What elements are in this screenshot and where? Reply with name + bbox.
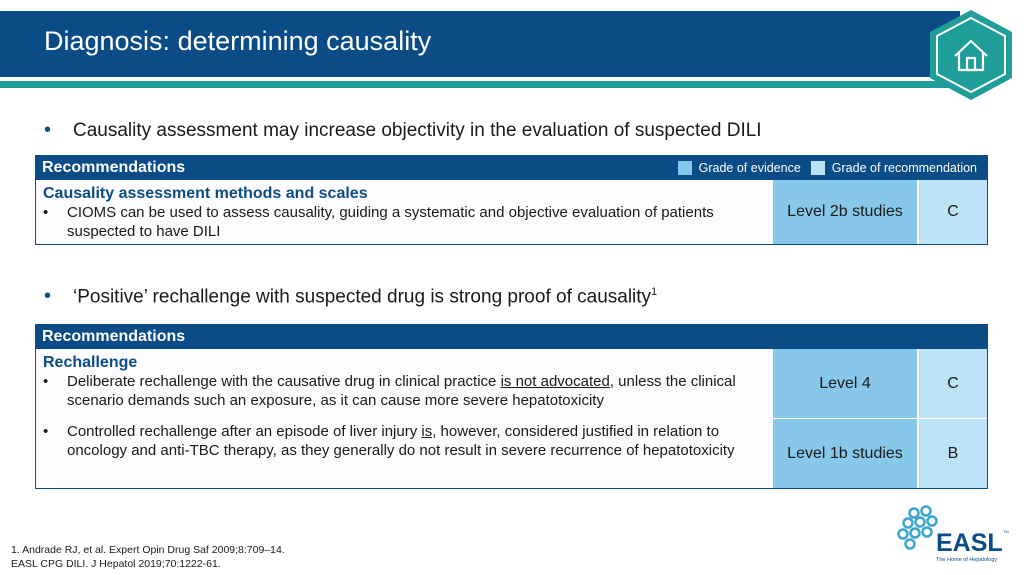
text-segment: Deliberate rechallenge with the causativ… [67,373,501,390]
table-header-title: Recommendations [42,328,186,345]
recommendation-table-1: Recommendations Grade of evidence Grade … [35,155,988,245]
grade-of-recommendation-cell: C [917,180,987,244]
legend-label-recommendation: Grade of recommendation [831,161,977,175]
logo-hexagon-cluster [897,505,938,550]
bullet-text: Causality assessment may increase object… [73,120,762,141]
table-header: Recommendations [36,325,987,349]
bullet-symbol: • [44,119,52,141]
text-segment: Controlled rechallenge after an episode … [67,423,422,440]
underlined-text: is not advocated [500,373,610,390]
text-segment: , however, considered justified in relat… [67,423,735,459]
bullet-symbol: • [43,204,49,221]
recommendation-text: Rechallenge • Deliberate rechallenge wit… [36,349,772,488]
legend-label-evidence: Grade of evidence [698,161,801,175]
recommendation-item-text: Deliberate rechallenge with the causativ… [67,372,764,422]
bullet-text: ‘Positive’ rechallenge with suspected dr… [73,286,657,308]
bullet-symbol: • [43,373,49,390]
footnote-reference: 1 [651,285,658,298]
recommendation-text: Causality assessment methods and scales … [36,180,772,244]
recommendation-subheading: Causality assessment methods and scales [43,185,368,202]
recommendation-table-2: Recommendations Rechallenge • Deliberate… [35,324,988,489]
slide-title: Diagnosis: determining causality [44,26,432,56]
grade-of-recommendation-cell: B [917,419,987,488]
recommendation-item-text: CIOMS can be used to assess causality, g… [67,204,714,240]
footnotes: 1. Andrade RJ, et al. Expert Opin Drug S… [11,543,285,571]
grade-row: Level 2b studies C [772,180,987,244]
home-button[interactable] [928,8,1014,102]
grade-cells: Level 4 C Level 1b studies B [772,349,987,488]
recommendation-item: • CIOMS can be used to assess causality,… [43,203,764,241]
legend-swatch-evidence [677,161,692,175]
legend: Grade of evidence Grade of recommendatio… [668,161,977,175]
grade-row: Level 4 C [772,349,987,418]
bullet-text-main: ‘Positive’ rechallenge with suspected dr… [73,286,652,307]
table-header-title: Recommendations [42,159,186,176]
footnote-1: 1. Andrade RJ, et al. Expert Opin Drug S… [11,544,285,556]
recommendation-item-text: Controlled rechallenge after an episode … [67,422,764,460]
easl-logo: EASL TM The Home of Hepatology [897,505,1009,563]
logo-wordmark: EASL [936,529,1003,557]
header-band [0,11,960,77]
text-segment: , unless the clinical scenario demands s… [67,373,736,409]
grade-of-evidence-cell: Level 2b studies [772,180,917,244]
grade-of-recommendation-cell: C [917,349,987,418]
footnote-2: EASL CPG DILI. J Hepatol 2019;70:1222-61… [11,558,221,570]
table-header: Recommendations Grade of evidence Grade … [36,156,987,180]
bullet-item-2: • ‘Positive’ rechallenge with suspected … [44,285,657,308]
recommendation-subheading: Rechallenge [43,354,138,371]
legend-swatch-recommendation [810,161,825,175]
bullet-symbol: • [43,423,49,440]
recommendation-item: • Controlled rechallenge after an episod… [43,422,764,460]
bullet-symbol: • [44,285,52,307]
grade-of-evidence-cell: Level 1b studies [772,419,917,488]
grade-cells: Level 2b studies C [772,180,987,244]
logo-trademark: TM [1003,529,1009,534]
table-row: Causality assessment methods and scales … [36,180,987,244]
underlined-text: is [421,423,433,440]
teal-divider [0,81,960,88]
grade-of-evidence-cell: Level 4 [772,349,917,418]
logo-tagline: The Home of Hepatology [936,557,997,563]
home-icon [954,39,988,72]
recommendation-item: • Deliberate rechallenge with the causat… [43,372,764,422]
grade-row: Level 1b studies B [772,418,987,488]
table-row: Rechallenge • Deliberate rechallenge wit… [36,349,987,488]
bullet-item-1: • Causality assessment may increase obje… [44,119,762,142]
